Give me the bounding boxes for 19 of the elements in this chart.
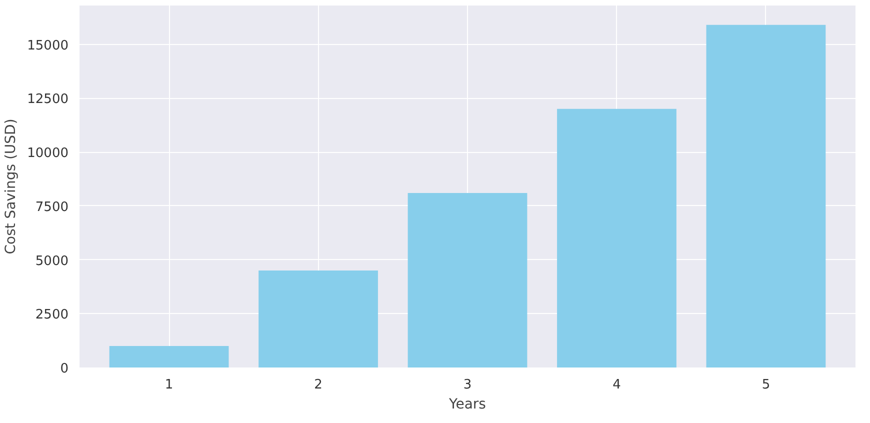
- x-tick-label: 4: [612, 378, 621, 392]
- y-tick-label: 5000: [35, 254, 69, 269]
- x-tick-label: 3: [463, 378, 472, 392]
- bar: [109, 346, 229, 368]
- y-tick-label: 10000: [27, 146, 69, 162]
- bar: [706, 24, 826, 368]
- x-tick-label: 1: [164, 378, 174, 392]
- y-tick-label: 7500: [35, 200, 69, 215]
- x-tick-label: 5: [762, 378, 770, 392]
- bar: [408, 192, 528, 368]
- y-tick-label: 12500: [27, 92, 69, 108]
- y-axis-title: Cost Savings (USD): [3, 118, 20, 254]
- y-tick-label: 15000: [27, 38, 69, 54]
- y-tick-label: 2500: [35, 308, 69, 323]
- y-tick-label: 0: [60, 362, 69, 376]
- x-tick-label: 2: [314, 378, 322, 392]
- bar: [258, 270, 378, 368]
- x-axis-title: Years: [448, 396, 486, 412]
- bar: [557, 108, 676, 368]
